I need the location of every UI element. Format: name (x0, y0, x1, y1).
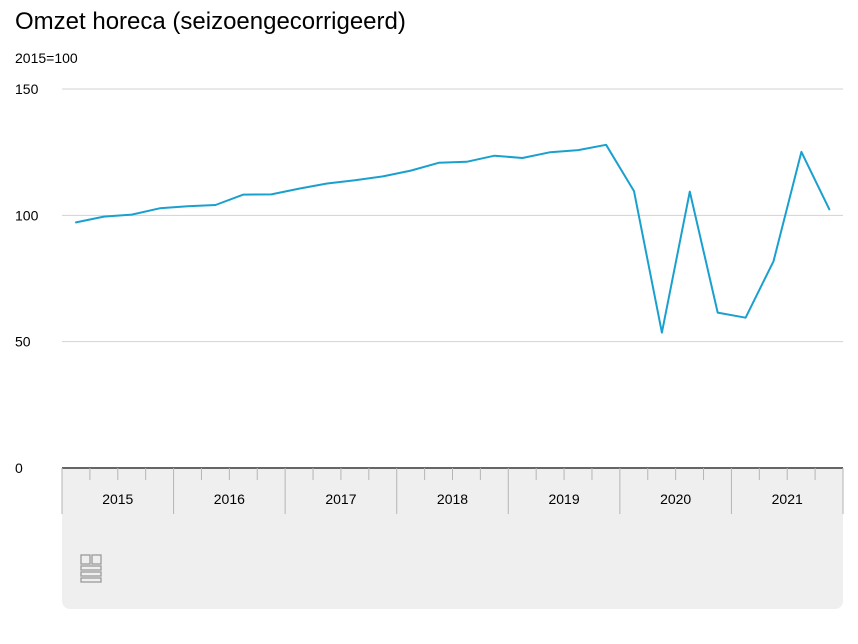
data-point[interactable] (237, 189, 249, 201)
data-point[interactable] (489, 150, 501, 162)
data-point[interactable] (461, 156, 473, 168)
data-point[interactable] (349, 174, 361, 186)
y-tick-label: 0 (15, 460, 23, 476)
logo-part (80, 571, 102, 577)
x-tick-label: 2020 (660, 491, 691, 507)
y-axis-ticks: 0 50 100 150 (15, 81, 39, 476)
data-point[interactable] (126, 209, 138, 221)
data-point[interactable] (656, 327, 668, 339)
data-point[interactable] (740, 312, 752, 324)
data-point[interactable] (293, 183, 305, 195)
data-point[interactable] (795, 146, 807, 158)
data-point[interactable] (182, 200, 194, 212)
data-point[interactable] (154, 202, 166, 214)
gridlines (62, 88, 843, 343)
data-point[interactable] (628, 185, 640, 197)
data-point[interactable] (684, 186, 696, 198)
data-point[interactable] (377, 170, 389, 182)
logo-part (80, 554, 91, 565)
data-point[interactable] (321, 177, 333, 189)
footer-panel (62, 468, 843, 609)
data-point[interactable] (712, 307, 724, 319)
data-point[interactable] (70, 216, 82, 228)
x-tick-label: 2018 (437, 491, 468, 507)
data-point[interactable] (265, 188, 277, 200)
y-tick-label: 50 (15, 334, 31, 350)
series-layer (70, 139, 835, 339)
data-point[interactable] (516, 152, 528, 164)
x-tick-label: 2015 (102, 491, 133, 507)
logo-part (91, 554, 102, 565)
chart-title: Omzet horeca (seizoengecorrigeerd) (15, 8, 406, 35)
y-tick-label: 150 (15, 81, 39, 97)
y-tick-label: 100 (15, 207, 39, 223)
data-point[interactable] (572, 144, 584, 156)
data-point[interactable] (98, 211, 110, 223)
x-tick-label: 2017 (325, 491, 356, 507)
data-point[interactable] (210, 199, 222, 211)
data-point[interactable] (823, 203, 835, 215)
logo-part (80, 577, 102, 583)
data-point[interactable] (544, 146, 556, 158)
data-point[interactable] (433, 157, 445, 169)
logo-part (80, 565, 102, 571)
data-point[interactable] (405, 165, 417, 177)
y-unit-label: 2015=100 (15, 50, 78, 66)
x-axis: 2015 2016 2017 2018 2019 2020 2021 (61, 467, 844, 514)
x-tick-label: 2016 (214, 491, 245, 507)
data-point[interactable] (768, 255, 780, 267)
series-line (75, 143, 831, 334)
data-point[interactable] (600, 139, 612, 151)
x-tick-label: 2019 (548, 491, 579, 507)
cbs-logo-icon (80, 554, 102, 583)
x-tick-label: 2021 (772, 491, 803, 507)
